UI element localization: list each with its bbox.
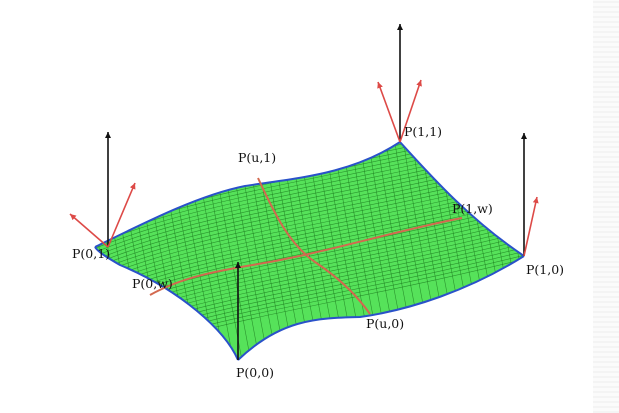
label-pu1: P(u,1) [238,150,276,165]
label-p00: P(0,0) [236,365,274,380]
boundary-1w [399,141,525,257]
label-p10: P(1,0) [526,262,564,277]
tangent-arrow-p11-right [399,79,422,143]
tangent-arrow-p01-up [107,182,136,248]
boundary-u1 [94,141,401,248]
boundary-curves [94,141,525,361]
tangent-arrow-p11-left [377,81,401,143]
normal-vectors [105,24,527,360]
tangent-arrow-p10 [523,196,539,257]
iso-curve-mid-u [257,177,371,315]
boundary-u0 [237,255,525,361]
mesh-line-w [522,142,524,360]
label-p1w: P(1,w) [452,201,493,216]
tangent-arrow-p01-left [69,213,109,248]
iso-curve-mid-w [149,217,463,296]
point-labels: P(1,1) P(u,1) P(1,w) P(0,1) P(1,0) P(0,w… [72,124,564,380]
label-pu0: P(u,0) [366,316,404,331]
surface-patch [95,120,585,380]
label-p01: P(0,1) [72,246,110,261]
boundary-0w [94,246,239,361]
mesh-line-w [513,142,524,360]
tangent-vectors [69,79,539,257]
label-p11: P(1,1) [404,124,442,139]
surface-fill [95,142,524,360]
mesh-line-w [531,120,576,380]
mesh-line-w [540,120,585,380]
page-edge-strip [593,0,619,413]
label-p0w: P(0,w) [132,276,173,291]
isoparametric-curves [149,177,463,315]
